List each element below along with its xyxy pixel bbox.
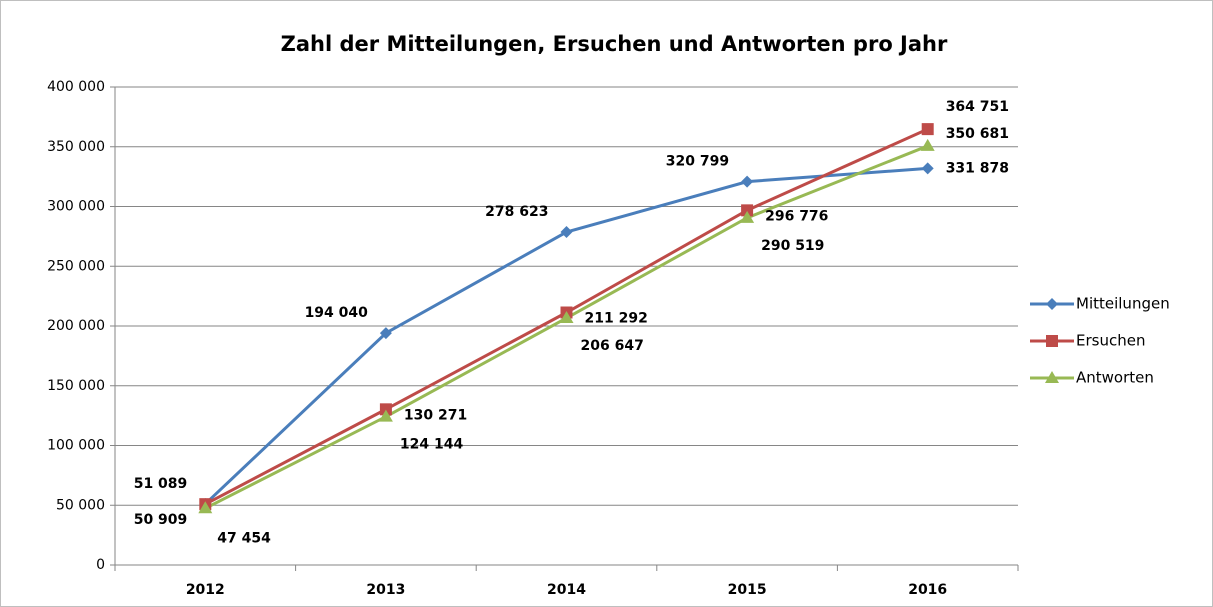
data-label: 47 454 [217,530,271,546]
marker [740,210,755,223]
data-label: 211 292 [585,311,648,327]
y-tick-label: 200 000 [47,318,105,334]
marker [379,327,392,340]
legend-marker [1045,371,1059,383]
y-tick-label: 100 000 [47,438,105,454]
legend-label: Mitteilungen [1076,295,1170,313]
data-label: 194 040 [305,305,369,321]
data-label: 278 623 [485,204,548,220]
data-label: 50 909 [134,512,188,528]
marker [378,409,393,422]
y-tick-label: 400 000 [47,79,105,95]
marker [920,138,935,151]
data-label: 124 144 [400,437,464,453]
data-label: 51 089 [134,476,188,492]
y-tick-label: 150 000 [47,378,105,394]
marker [741,204,754,217]
x-tick-label: 2012 [186,582,225,598]
x-tick-label: 2016 [908,582,947,598]
marker [921,162,934,175]
marker [741,175,754,188]
data-label: 331 878 [946,160,1009,176]
marker [921,123,934,136]
x-tick-label: 2014 [547,582,586,598]
legend-label: Antworten [1076,369,1154,387]
y-tick-label: 250 000 [47,258,105,274]
marker [560,226,573,239]
chart-title: Zahl der Mitteilungen, Ersuchen und Antw… [281,32,948,56]
marker [559,311,574,324]
marker [198,501,213,514]
y-tick-label: 350 000 [47,139,105,155]
legend-marker [1046,335,1058,347]
data-label: 350 681 [946,126,1009,142]
x-tick-label: 2013 [366,582,405,598]
legend-marker [1046,298,1058,310]
legend-label: Ersuchen [1076,332,1145,350]
y-tick-label: 0 [96,557,105,573]
y-tick-label: 50 000 [56,497,105,513]
data-label: 130 271 [404,407,467,423]
marker [379,403,392,416]
data-label: 320 799 [666,154,729,170]
data-label: 290 519 [761,238,824,254]
x-tick-label: 2015 [728,582,767,598]
data-label: 364 751 [946,99,1009,115]
y-tick-label: 300 000 [47,199,105,215]
data-label: 296 776 [765,208,828,224]
data-label: 206 647 [581,338,644,354]
